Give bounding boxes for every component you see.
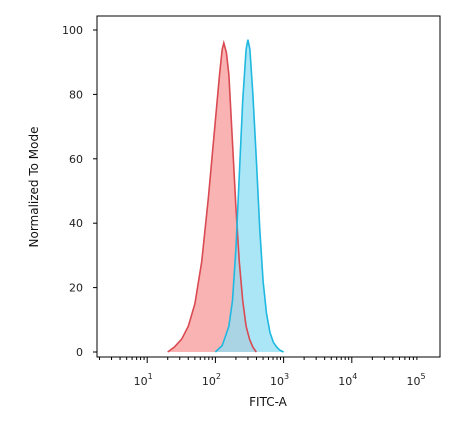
plot-background (97, 16, 440, 357)
x-axis-ticks: 101 102 103 104 105 (99, 357, 426, 388)
x-axis-label: FITC-A (249, 395, 288, 409)
y-tick-label: 80 (69, 88, 83, 101)
histogram-outline-2 (214, 39, 284, 353)
y-tick-label: 0 (76, 346, 83, 359)
x-tick-label: 105 (406, 372, 425, 388)
y-tick-label: 40 (69, 217, 83, 230)
y-axis-ticks: 0 20 40 60 80 100 (62, 24, 97, 359)
x-tick-label: 103 (270, 372, 289, 388)
histogram-area-2 (215, 39, 284, 352)
x-tick-label: 101 (134, 372, 153, 388)
series-layer (167, 39, 284, 353)
x-tick-label: 104 (338, 372, 357, 388)
x-tick-label: 102 (202, 372, 221, 388)
y-tick-label: 100 (62, 24, 83, 37)
y-tick-label: 20 (69, 282, 83, 295)
y-axis-label: Normalized To Mode (27, 126, 41, 247)
histogram-outline-1 (167, 39, 257, 353)
y-tick-label: 60 (69, 153, 83, 166)
